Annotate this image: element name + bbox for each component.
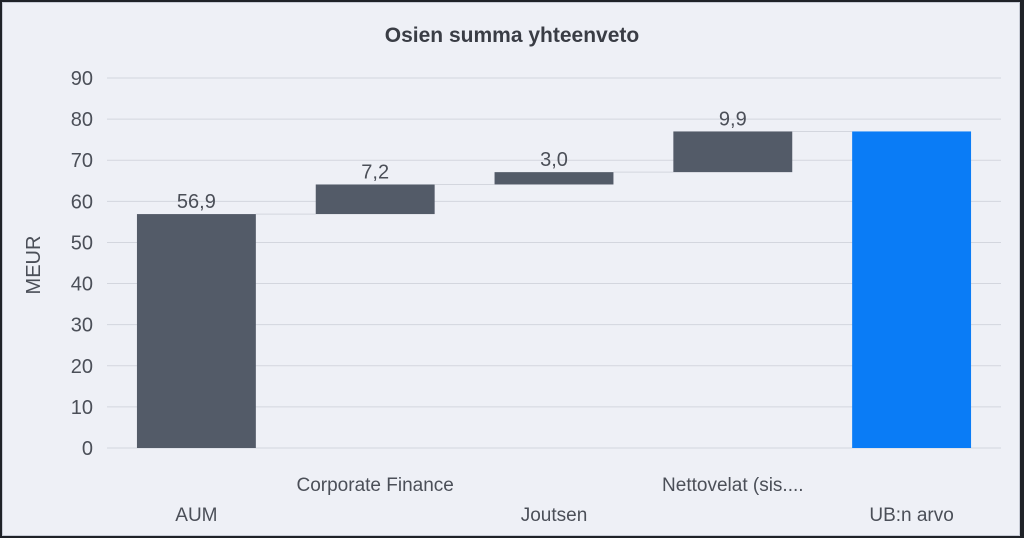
y-tick-label: 80 [71, 109, 93, 131]
data-label: 9,9 [719, 108, 747, 130]
category-label: Corporate Finance [297, 475, 454, 496]
connector-lines [255, 130, 853, 215]
data-label: 3,0 [540, 149, 568, 171]
category-labels: AUM Corporate Finance Joutsen Nettovelat (s… [175, 475, 954, 526]
gridlines [107, 77, 1001, 449]
category-label: Nettovelat (sis.... [662, 475, 804, 496]
y-tick-label: 30 [71, 315, 93, 337]
category-label: AUM [175, 505, 217, 526]
y-tick-label: 10 [71, 397, 93, 419]
data-label: 56,9 [177, 191, 216, 213]
waterfall-chart: Osien summa yhteenveto MEUR 0 10 20 30 40 50 6… [23, 24, 1001, 526]
bar [852, 131, 972, 448]
bar [136, 214, 256, 448]
y-tick-label: 20 [71, 356, 93, 378]
bar [315, 184, 435, 215]
y-axis-label: MEUR [23, 236, 45, 295]
bar [494, 172, 614, 185]
y-tick-label: 50 [71, 232, 93, 254]
category-label: Joutsen [521, 505, 588, 526]
y-tick-label: 40 [71, 274, 93, 296]
chart-title: Osien summa yhteenveto [385, 24, 639, 47]
y-tick-label: 60 [71, 191, 93, 213]
data-labels: 56,9 7,2 3,0 9,9 [177, 108, 747, 213]
y-tick-label: 70 [71, 150, 93, 172]
data-label: 7,2 [361, 161, 389, 183]
bars [136, 131, 972, 448]
y-tick-label: 90 [71, 68, 93, 90]
category-label: UB:n arvo [869, 505, 953, 526]
y-axis-ticks: 0 10 20 30 40 50 60 70 80 90 [71, 68, 93, 460]
bar [673, 131, 793, 173]
y-tick-label: 0 [82, 438, 93, 460]
